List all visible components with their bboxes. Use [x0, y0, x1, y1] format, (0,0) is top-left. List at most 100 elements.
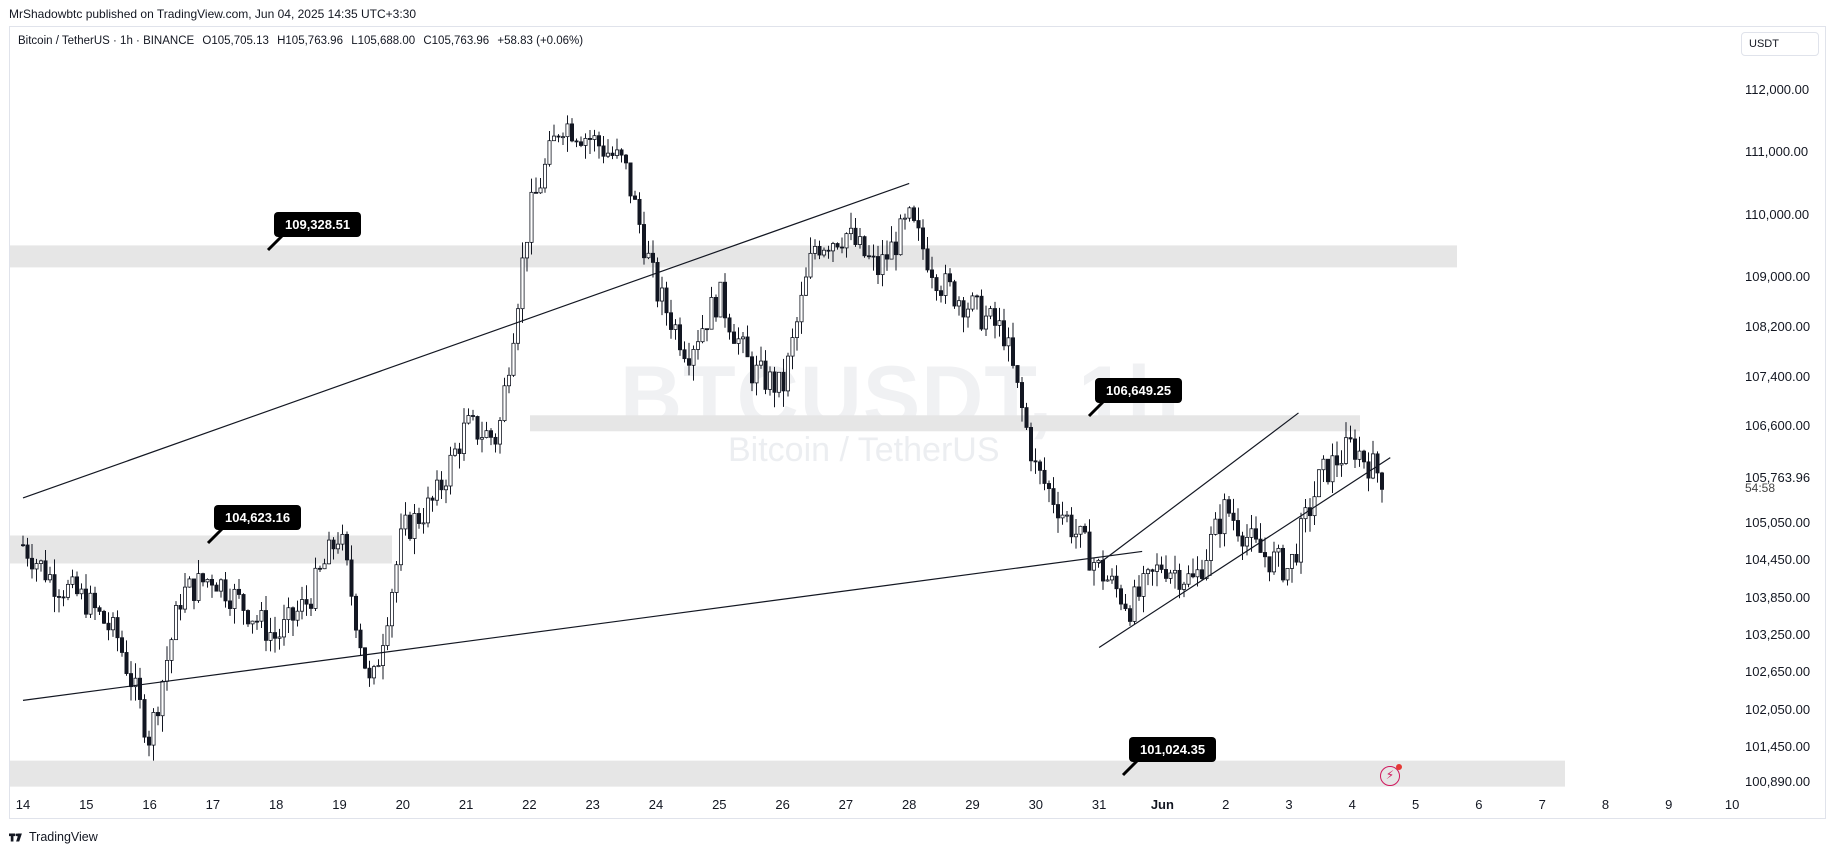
time-axis-label: 23: [585, 797, 600, 812]
candle-down: [1263, 552, 1268, 558]
chart-frame[interactable]: [9, 26, 1826, 819]
candle-down: [254, 620, 259, 623]
candle-down: [106, 622, 111, 631]
candle-down: [1020, 382, 1025, 409]
candle-down: [655, 262, 660, 302]
time-axis-label: 25: [712, 797, 727, 812]
candle-up: [448, 454, 453, 487]
candle-down: [853, 227, 858, 245]
candle-up: [66, 583, 71, 598]
time-axis-label: 14: [15, 797, 31, 812]
candle-up: [335, 543, 340, 550]
candle-up: [741, 336, 746, 340]
candle-up: [322, 563, 327, 570]
lightning-icon[interactable]: ⚡: [1380, 764, 1402, 786]
price-callout[interactable]: 106,649.25: [1095, 378, 1183, 403]
candle-down: [349, 559, 354, 597]
callout-pointer: [1121, 759, 1139, 777]
candle-up: [1222, 499, 1227, 535]
candle-up: [1299, 518, 1304, 563]
candle-down: [763, 360, 768, 390]
time-axis-label: 16: [142, 797, 157, 812]
candle-up: [1141, 573, 1146, 597]
candle-down: [367, 667, 372, 679]
candle-up: [277, 636, 282, 639]
candle-down: [358, 629, 363, 649]
time-axis-label: 10: [1724, 797, 1740, 812]
candle-up: [403, 514, 408, 530]
time-axis-label: 17: [205, 797, 221, 812]
candle-down: [1380, 472, 1385, 490]
candle-down: [1087, 531, 1092, 571]
price-axis-label: 103,850.00: [1745, 589, 1811, 605]
candle-up: [529, 191, 534, 243]
candle-up: [970, 295, 975, 310]
candle-up: [907, 207, 912, 219]
candle-up: [268, 632, 273, 641]
candle-down: [1047, 483, 1052, 489]
trendline: [1098, 457, 1391, 648]
candle-up: [966, 308, 971, 318]
candle-up: [718, 281, 723, 318]
currency-selector[interactable]: USDT: [1741, 32, 1819, 56]
candle-down: [687, 358, 692, 366]
time-axis-label: 24: [648, 797, 664, 812]
price-axis-label: 103,250.00: [1745, 627, 1811, 642]
candle-up: [754, 364, 759, 384]
price-callout[interactable]: 109,328.51: [274, 212, 362, 237]
price-callout[interactable]: 101,024.35: [1129, 737, 1217, 762]
candle-up: [1204, 560, 1209, 579]
candle-down: [457, 448, 462, 454]
price-callout[interactable]: 104,623.16: [214, 505, 302, 530]
candle-up: [389, 592, 394, 627]
candle-up: [583, 138, 588, 146]
candle-down: [772, 371, 777, 393]
candle-up: [1285, 567, 1290, 581]
callout-pointer: [206, 527, 224, 545]
candle-down: [1231, 512, 1236, 521]
candle-down: [1335, 455, 1340, 466]
price-axis-label: 101,450.00: [1745, 739, 1811, 755]
change-value: +58.83 (+0.06%): [497, 35, 584, 47]
candle-up: [984, 315, 989, 330]
candle-down: [1375, 453, 1380, 474]
candle-down: [975, 295, 980, 298]
candle-down: [1042, 469, 1047, 484]
candle-down: [939, 290, 944, 296]
candle-down: [353, 595, 358, 631]
trendline: [22, 550, 1143, 701]
candle-up: [1321, 458, 1326, 471]
trendline: [22, 182, 910, 499]
time-axis-label: 28: [901, 797, 917, 812]
candle-down: [628, 162, 633, 197]
candle-up: [1182, 583, 1187, 590]
candle-down: [102, 610, 107, 624]
candle-down: [916, 220, 921, 229]
candle-down: [1069, 514, 1074, 538]
candle-up: [326, 539, 331, 565]
candle-up: [506, 374, 511, 387]
candle-up: [48, 574, 53, 581]
publisher-text: MrShadowbtc published on TradingView.com…: [9, 7, 417, 21]
bar-countdown: 54:58: [1745, 481, 1776, 495]
candle-up: [759, 360, 764, 366]
candle-up: [1155, 564, 1160, 572]
candle-down: [362, 647, 367, 669]
price-axis-label: 105,050.00: [1745, 514, 1811, 530]
candle-down: [61, 596, 66, 599]
candle-up: [187, 578, 192, 588]
candle-up: [880, 254, 885, 276]
candle-up: [790, 337, 795, 357]
candle-down: [115, 617, 120, 639]
candle-up: [1105, 579, 1110, 582]
candle-up: [466, 415, 471, 424]
candle-down: [439, 479, 444, 491]
candle-down: [534, 191, 539, 194]
candle-up: [151, 712, 156, 746]
candle-up: [561, 136, 566, 139]
candle-down: [245, 610, 250, 625]
price-axis-label: 108,200.00: [1745, 318, 1811, 334]
candle-down: [236, 588, 241, 595]
candle-up: [1344, 437, 1349, 464]
